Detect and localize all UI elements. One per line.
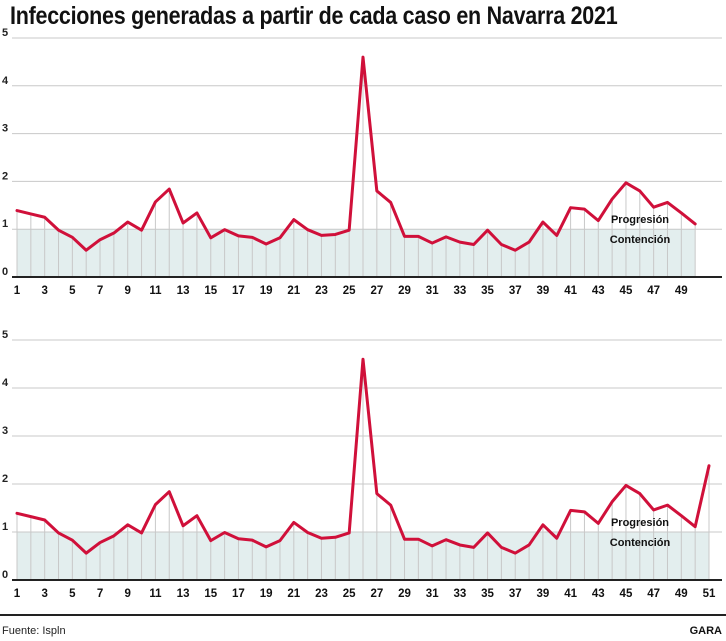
x-tick-label: 5	[69, 588, 76, 600]
x-tick-label: 41	[564, 285, 577, 297]
x-tick-label: 47	[647, 285, 660, 297]
band-label-contencion: Contención	[610, 537, 671, 549]
x-tick-label: 15	[204, 285, 217, 297]
x-tick-label: 11	[149, 285, 162, 297]
x-tick-label: 5	[69, 285, 76, 297]
x-tick-label: 15	[204, 588, 217, 600]
y-tick-label: 4	[2, 377, 9, 389]
x-tick-label: 9	[125, 588, 131, 600]
footer-divider	[0, 614, 726, 616]
x-tick-label: 11	[149, 588, 162, 600]
y-tick-label: 5	[2, 329, 8, 341]
x-tick-label: 49	[675, 285, 688, 297]
x-tick-label: 51	[703, 588, 716, 600]
x-tick-label: 7	[97, 588, 103, 600]
y-tick-label: 1	[2, 521, 8, 533]
x-tick-label: 21	[287, 588, 300, 600]
x-tick-label: 45	[620, 285, 633, 297]
x-tick-label: 35	[481, 588, 494, 600]
x-tick-label: 7	[97, 285, 103, 297]
x-tick-label: 37	[509, 285, 522, 297]
x-tick-label: 25	[343, 588, 356, 600]
band-label-progresion: Progresión	[611, 517, 669, 529]
x-tick-label: 13	[177, 588, 190, 600]
y-tick-label: 4	[2, 75, 9, 87]
x-tick-label: 31	[426, 285, 439, 297]
x-tick-label: 9	[125, 285, 131, 297]
x-tick-label: 43	[592, 588, 605, 600]
x-tick-label: 19	[260, 588, 273, 600]
y-tick-label: 2	[2, 170, 8, 182]
x-tick-label: 3	[41, 285, 47, 297]
x-tick-label: 29	[398, 588, 411, 600]
x-tick-label: 17	[232, 285, 245, 297]
y-tick-label: 1	[2, 218, 8, 230]
x-tick-label: 41	[564, 588, 577, 600]
band-label-contencion: Contención	[610, 234, 671, 246]
y-tick-label: 3	[2, 425, 8, 437]
x-tick-label: 29	[398, 285, 411, 297]
source-note: Fuente: Ispln	[2, 625, 66, 637]
x-tick-label: 47	[647, 588, 660, 600]
y-tick-label: 2	[2, 473, 8, 485]
x-tick-label: 39	[537, 285, 550, 297]
x-tick-label: 21	[287, 285, 300, 297]
x-tick-label: 37	[509, 588, 522, 600]
x-tick-label: 33	[453, 285, 466, 297]
x-tick-label: 23	[315, 588, 328, 600]
x-tick-label: 19	[260, 285, 273, 297]
x-tick-label: 1	[14, 588, 21, 600]
x-tick-label: 27	[370, 285, 383, 297]
y-tick-label: 5	[2, 27, 8, 39]
x-tick-label: 39	[537, 588, 550, 600]
chart-title: Infecciones generadas a partir de cada c…	[10, 2, 618, 30]
x-tick-label: 35	[481, 285, 494, 297]
y-tick-label: 0	[2, 569, 8, 581]
x-tick-label: 33	[453, 588, 466, 600]
y-tick-label: 0	[2, 266, 8, 278]
x-tick-label: 25	[343, 285, 356, 297]
series-line	[15, 55, 697, 252]
x-tick-label: 3	[41, 588, 47, 600]
x-tick-label: 1	[14, 285, 21, 297]
x-tick-label: 17	[232, 588, 245, 600]
contention-band	[17, 229, 696, 277]
x-tick-label: 43	[592, 285, 605, 297]
band-label-progresion: Progresión	[611, 214, 669, 226]
x-tick-label: 45	[620, 588, 633, 600]
x-tick-label: 27	[370, 588, 383, 600]
y-tick-label: 3	[2, 123, 8, 135]
x-tick-label: 49	[675, 588, 688, 600]
brand-logo: GARA	[689, 625, 722, 637]
x-tick-label: 13	[177, 285, 190, 297]
x-tick-label: 23	[315, 285, 328, 297]
x-tick-label: 31	[426, 588, 439, 600]
